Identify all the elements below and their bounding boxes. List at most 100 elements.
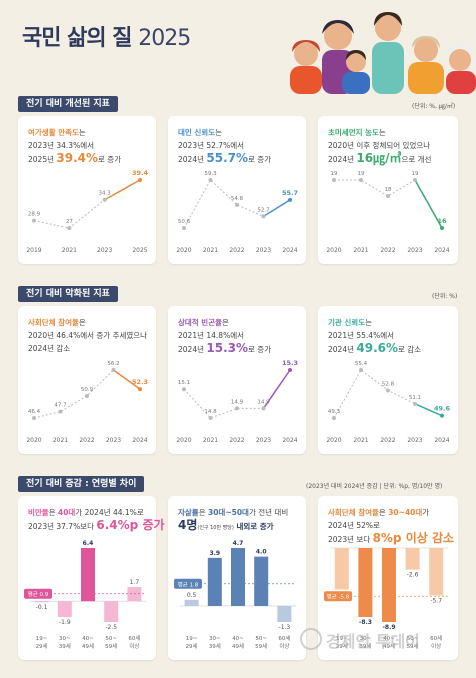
data-point xyxy=(182,387,186,392)
category-label: 59세 xyxy=(255,642,267,650)
series-line-latest xyxy=(263,199,291,218)
bar-value-label: 3.9 xyxy=(209,550,220,557)
x-tick-label: 2023 xyxy=(256,247,271,254)
card-social-participation: 사회단체 참여율은 2020년 46.4%에서 증가 추세였으나 2024년 감소 … xyxy=(18,306,156,454)
category-label: 59세 xyxy=(407,642,419,650)
category-label: 19~ xyxy=(186,636,198,642)
x-tick-label: 2024 xyxy=(132,437,147,444)
category-label: 30~ xyxy=(209,636,221,642)
category-label: 30~ xyxy=(59,636,71,642)
category-label: 30~ xyxy=(360,636,372,642)
bar-value-label: 0.5 xyxy=(187,592,197,599)
bar-value-label: -2.5 xyxy=(105,624,117,631)
category-label: 49세 xyxy=(232,642,244,650)
average-badge xyxy=(174,578,202,589)
average-badge xyxy=(24,588,52,599)
bar-value-label: 4.0 xyxy=(256,549,267,556)
x-tick-label: 2023 xyxy=(97,247,112,254)
card-interpersonal-trust: 대인 신뢰도는 2023년 52.7%에서 2024년 55.7%로 증가 50.6… xyxy=(168,116,306,264)
bar xyxy=(104,601,119,622)
card-suicide: 자살률은 30대~50대가 전년 대비 4명(인구 10만 명당) 내외로 증가 … xyxy=(168,496,306,660)
x-tick-label: 2021 xyxy=(203,437,218,444)
data-point xyxy=(235,202,239,207)
card-social-participation-age: 사회단체 참여율은 30~40대가 2024년 52%로 2023년 보다 8%p … xyxy=(318,496,458,660)
unit-label-1: (단위: %, ㎍/㎥) xyxy=(412,103,456,110)
data-point xyxy=(208,178,213,182)
page-title: 국민 삶의 질 2025 xyxy=(22,26,191,51)
category-label: 60세 xyxy=(278,634,290,642)
bar xyxy=(207,557,222,606)
average-badge xyxy=(324,591,352,602)
data-point xyxy=(440,226,444,230)
data-label: 15.3 xyxy=(282,359,298,367)
people-illustration xyxy=(290,12,476,94)
data-label: 59.3 xyxy=(204,171,217,177)
section-worsened: 전기 대비 악화된 지표 xyxy=(18,286,118,302)
x-tick-label: 2023 xyxy=(256,437,271,444)
bar xyxy=(429,548,444,596)
category-label: 29세 xyxy=(186,642,198,650)
chart-fine-dust: 19 2020 19 2021 18 2022 19 2023 16 2024 xyxy=(326,171,449,254)
x-tick-label: 2021 xyxy=(62,247,77,254)
data-point xyxy=(261,214,266,219)
x-tick-label: 2022 xyxy=(229,247,244,254)
data-label: 46.4 xyxy=(28,409,41,415)
data-label: 39.4 xyxy=(132,169,149,177)
series-line-latest xyxy=(104,179,141,201)
data-point xyxy=(332,178,336,182)
x-tick-label: 2025 xyxy=(132,247,147,254)
data-point xyxy=(288,368,292,372)
data-point xyxy=(288,197,292,202)
series-line-dashed xyxy=(183,388,264,419)
data-label: 19 xyxy=(358,171,365,177)
x-tick-label: 2020 xyxy=(326,437,341,444)
card-obesity: 비만율은 40대가 2024년 44.1%로 2023년 37.7%보다 6.4%… xyxy=(18,496,165,660)
card-fine-dust: 초미세먼지 농도는 2020년 이후 정체되어 있었으나 2024년 16㎍/㎥으로… xyxy=(318,116,458,264)
series-line-latest xyxy=(414,403,443,417)
chart-obesity: -0.1 19~29세 -1.9 30~39세 6.4 40~49세 -2.5 50~59세 1… xyxy=(24,540,146,650)
bar xyxy=(34,601,49,603)
bar xyxy=(254,556,269,606)
series-line-dashed xyxy=(334,179,416,197)
unit-label-3: (2023년 대비 2024년 증감 | 단위: %p, 명/10만 명) xyxy=(306,483,443,490)
category-label: 39세 xyxy=(359,642,371,650)
data-point xyxy=(32,218,36,223)
chart-leisure: 28.9 2019 27 2021 34.3 2023 39.4 2025 xyxy=(26,169,149,254)
watermark-icon xyxy=(300,628,322,650)
card-institution-trust: 기관 신뢰도는 2021년 55.4%에서 2024년 49.6%로 감소 49.3… xyxy=(318,306,458,454)
series-line-dashed xyxy=(333,369,416,419)
bar-value-label: -8.9 xyxy=(382,624,395,631)
category-label: 59세 xyxy=(105,642,117,650)
bar-value-label: 1.7 xyxy=(130,579,140,586)
bar xyxy=(231,548,245,606)
series-line-dashed xyxy=(183,179,264,229)
card-leisure: 여가생활 만족도는 2023년 34.3%에서 2025년 39.4%로 증가 28… xyxy=(18,116,156,264)
data-label: 27 xyxy=(66,219,73,225)
data-label: 28.9 xyxy=(28,212,41,218)
series-line-latest xyxy=(414,179,443,229)
bar-value-label: -0.1 xyxy=(36,604,48,611)
bar xyxy=(358,548,373,618)
data-point xyxy=(138,178,142,182)
category-label: 이상 xyxy=(129,642,139,650)
data-label: 49.3 xyxy=(328,409,341,415)
data-point xyxy=(235,406,239,411)
data-label: 14.9 xyxy=(257,399,270,405)
bar xyxy=(127,587,142,602)
category-label: 39세 xyxy=(209,642,221,650)
category-label: 40~ xyxy=(232,636,244,642)
category-label: 40~ xyxy=(82,636,94,642)
x-tick-label: 2023 xyxy=(407,437,422,444)
section-age-diff: 전기 대비 증감 : 연령별 차이 xyxy=(18,476,145,492)
category-label: 49세 xyxy=(82,642,94,650)
category-label: 이상 xyxy=(431,642,441,650)
data-point xyxy=(386,388,390,393)
data-point xyxy=(182,226,186,230)
x-tick-label: 2022 xyxy=(79,437,94,444)
data-point xyxy=(102,197,107,202)
category-label: 49세 xyxy=(383,642,395,650)
data-label: 49.6 xyxy=(434,405,451,413)
data-point xyxy=(332,416,336,420)
bar xyxy=(57,601,72,618)
x-tick-label: 2020 xyxy=(176,437,191,444)
